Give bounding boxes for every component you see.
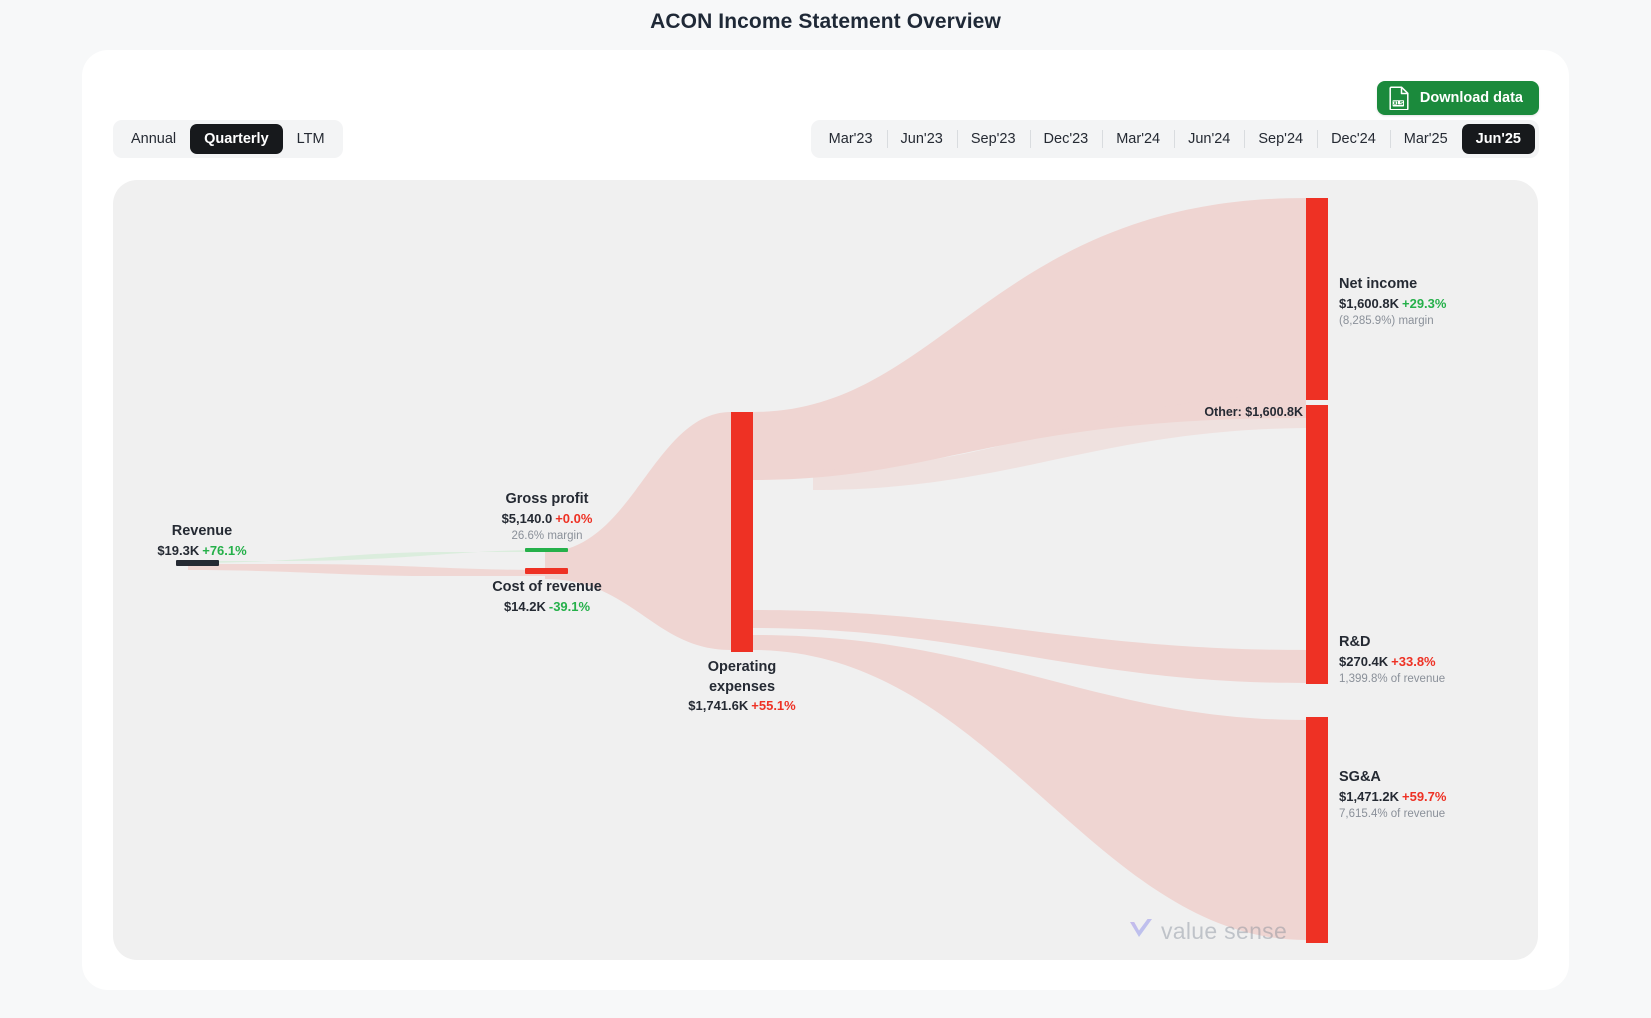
quarter-mar-23[interactable]: Mar'23	[815, 124, 887, 154]
node-revenue	[176, 560, 219, 566]
quarter-selector: Mar'23 Jun'23 Sep'23 Dec'23 Mar'24 Jun'2…	[810, 120, 1539, 158]
node-label-cost-of-revenue-values: $14.2K -39.1%	[433, 598, 661, 617]
svg-text:XLS: XLS	[1393, 101, 1404, 107]
download-data-button[interactable]: XLS Download data	[1376, 81, 1539, 115]
flow-label-other: Other: $1,600.8K	[1148, 405, 1303, 419]
node-label-rnd-values: $270.4K +33.8%	[1339, 653, 1529, 672]
node-label-net-income: Net income $1,600.8K +29.3% (8,285.9%) ma…	[1339, 275, 1529, 331]
sankey-chart-panel: Revenue $19.3K +76.1% Gross profit $5,140…	[113, 180, 1538, 960]
link-other-to-net-income	[813, 394, 1306, 490]
tab-quarterly[interactable]: Quarterly	[190, 124, 283, 154]
node-label-rnd-value: $270.4K	[1339, 653, 1389, 669]
quarter-jun-23[interactable]: Jun'23	[886, 124, 957, 154]
node-label-gross-profit: Gross profit $5,140.0 +0.0% 26.6% margin	[441, 490, 653, 546]
quarter-sep-24-label: Sep'24	[1258, 131, 1304, 147]
node-label-operating-expenses-name-line1: Operating	[707, 659, 777, 675]
node-label-revenue-value: $19.3K	[157, 542, 200, 558]
flow-label-other-text: Other: $1,600.8K	[1204, 405, 1303, 419]
tab-annual[interactable]: Annual	[117, 124, 190, 154]
sankey-diagram	[176, 198, 1328, 943]
quarter-sep-23[interactable]: Sep'23	[956, 124, 1030, 154]
sankey-links	[188, 198, 1306, 940]
quarter-mar-25[interactable]: Mar'25	[1389, 124, 1462, 154]
node-label-sgna-change: +59.7%	[1402, 788, 1447, 804]
node-label-gross-profit-values: $5,140.0 +0.0%	[441, 510, 653, 529]
value-sense-logo-icon	[1128, 917, 1154, 946]
link-opex-to-rnd	[753, 610, 1306, 683]
node-label-gross-profit-value: $5,140.0	[501, 510, 553, 526]
node-label-net-income-values: $1,600.8K +29.3%	[1339, 295, 1529, 314]
node-label-rnd-change: +33.8%	[1391, 653, 1436, 669]
chart-card: XLS Download data Annual Quarterly LTM M…	[82, 50, 1569, 990]
node-label-net-income-change: +29.3%	[1402, 295, 1447, 311]
link-opex-to-sgna	[753, 635, 1306, 940]
link-revenue-to-gross-profit	[188, 550, 545, 563]
node-label-cost-of-revenue: Cost of revenue $14.2K -39.1%	[433, 578, 661, 616]
node-label-operating-expenses-values: $1,741.6K +55.1%	[674, 697, 810, 716]
xls-file-icon: XLS	[1389, 86, 1410, 110]
view-period-tabs: Annual Quarterly LTM	[113, 120, 343, 158]
tab-quarterly-label: Quarterly	[204, 131, 269, 147]
node-label-gross-profit-name: Gross profit	[505, 491, 589, 507]
link-to-operating-expenses	[545, 412, 731, 650]
quarter-mar-25-label: Mar'25	[1403, 131, 1448, 147]
quarter-jun-25-label: Jun'25	[1475, 131, 1521, 147]
node-gross-profit	[525, 548, 568, 552]
node-label-sgna-values: $1,471.2K +59.7%	[1339, 788, 1538, 807]
node-label-revenue-change: +76.1%	[202, 542, 247, 558]
node-label-cost-of-revenue-change: -39.1%	[548, 598, 591, 614]
quarter-sep-23-label: Sep'23	[970, 131, 1016, 147]
quarter-jun-24[interactable]: Jun'24	[1174, 124, 1244, 154]
node-other	[1306, 405, 1328, 677]
link-opex-to-net-income	[753, 198, 1306, 480]
node-label-operating-expenses-name-line2: expenses	[708, 678, 776, 695]
quarter-mar-24-label: Mar'24	[1116, 131, 1161, 147]
node-label-net-income-sub: (8,285.9%) margin	[1339, 315, 1434, 328]
sankey-nodes	[176, 198, 1328, 943]
node-label-sgna-value: $1,471.2K	[1339, 788, 1399, 804]
quarter-jun-23-label: Jun'23	[900, 131, 943, 147]
quarter-jun-24-label: Jun'24	[1188, 131, 1231, 147]
node-label-net-income-name: Net income	[1339, 276, 1418, 292]
node-label-cost-of-revenue-name: Cost of revenue	[492, 579, 602, 595]
node-label-sgna-name: SG&A	[1339, 769, 1381, 785]
node-label-revenue-name: Revenue	[171, 523, 233, 539]
node-sgna	[1306, 717, 1328, 943]
node-label-revenue-values: $19.3K +76.1%	[147, 542, 257, 561]
quarter-dec-23-label: Dec'23	[1043, 131, 1089, 147]
node-label-operating-expenses: Operating expenses $1,741.6K +55.1%	[674, 658, 810, 716]
node-label-net-income-value: $1,600.8K	[1339, 295, 1399, 311]
node-label-gross-profit-change: +0.0%	[555, 510, 593, 526]
link-revenue-to-cost	[188, 564, 545, 576]
node-label-operating-expenses-value: $1,741.6K	[688, 698, 749, 714]
node-label-sgna: SG&A $1,471.2K +59.7% 7,615.4% of revenue	[1339, 768, 1538, 824]
quarter-dec-24-label: Dec'24	[1331, 131, 1376, 147]
quarter-dec-23[interactable]: Dec'23	[1029, 124, 1103, 154]
node-rnd	[1306, 648, 1328, 684]
tab-ltm-label: LTM	[296, 131, 325, 147]
node-label-rnd-sub: 1,399.8% of revenue	[1339, 673, 1446, 686]
node-cost-of-revenue	[525, 568, 568, 574]
watermark: value sense	[1128, 917, 1287, 946]
node-label-gross-profit-sub: 26.6% margin	[511, 530, 583, 543]
watermark-text: value sense	[1161, 918, 1288, 944]
node-label-rnd-name: R&D	[1339, 634, 1371, 650]
node-label-rnd: R&D $270.4K +33.8% 1,399.8% of revenue	[1339, 633, 1529, 689]
quarter-sep-24[interactable]: Sep'24	[1244, 124, 1317, 154]
quarter-jun-25[interactable]: Jun'25	[1461, 124, 1535, 154]
node-label-sgna-sub: 7,615.4% of revenue	[1339, 808, 1446, 821]
node-label-revenue: Revenue $19.3K +76.1%	[147, 522, 257, 560]
node-operating-expenses	[731, 412, 753, 652]
tab-ltm[interactable]: LTM	[283, 124, 339, 154]
download-data-label: Download data	[1419, 90, 1523, 106]
quarter-mar-23-label: Mar'23	[828, 131, 873, 147]
quarter-dec-24[interactable]: Dec'24	[1317, 124, 1390, 154]
node-label-cost-of-revenue-value: $14.2K	[503, 598, 546, 614]
tab-annual-label: Annual	[131, 131, 177, 147]
node-net-income	[1306, 198, 1328, 400]
page-title: ACON Income Statement Overview	[650, 10, 1001, 33]
quarter-mar-24[interactable]: Mar'24	[1102, 124, 1174, 154]
node-label-operating-expenses-change: +55.1%	[751, 698, 796, 714]
